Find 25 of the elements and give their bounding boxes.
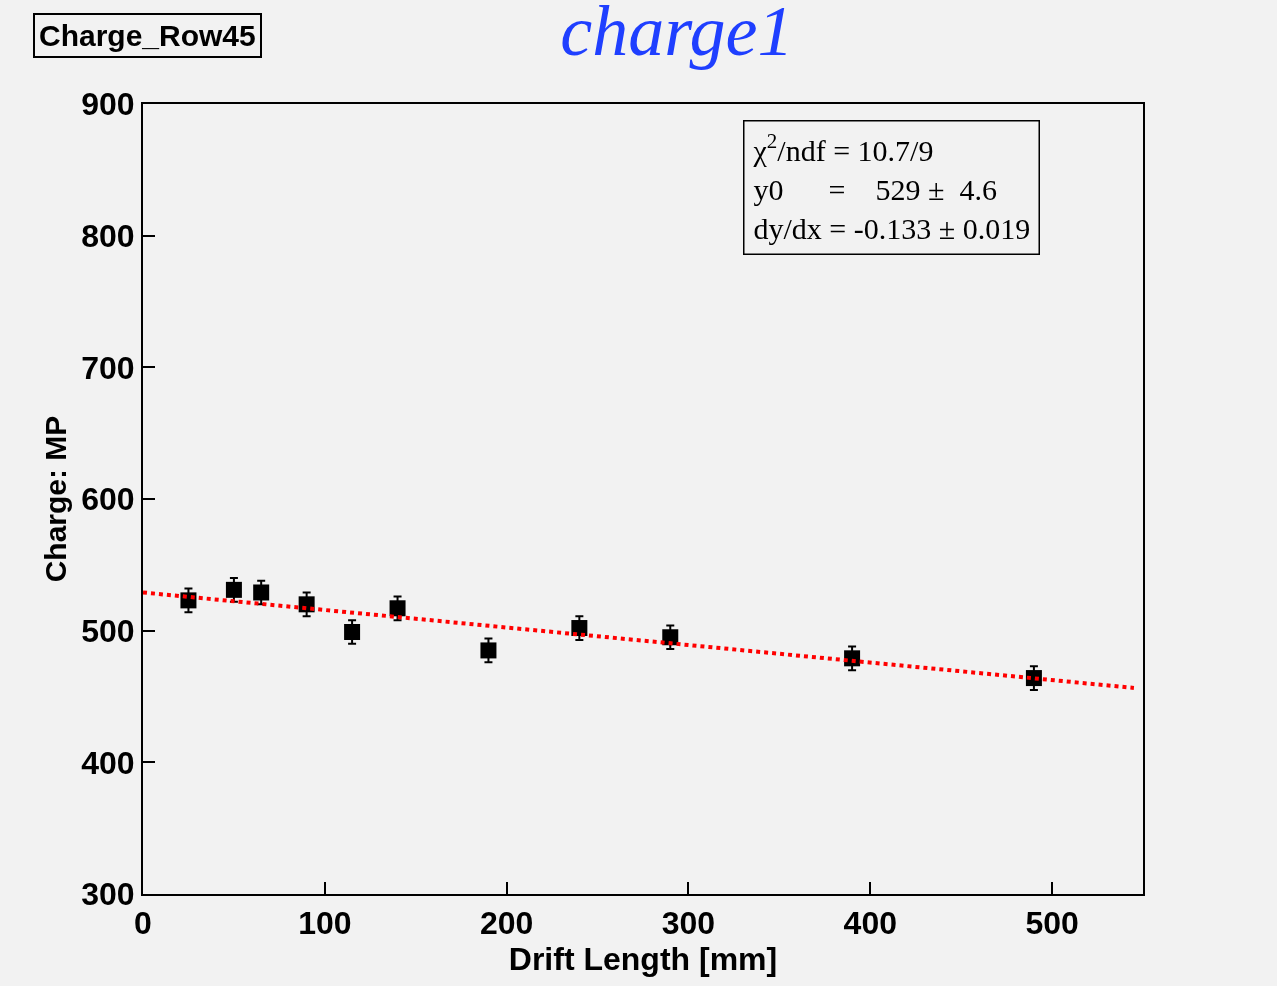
x-tick-label: 100 [298, 905, 352, 942]
x-tick-label: 400 [843, 905, 897, 942]
y-tick-label: 800 [81, 217, 135, 254]
y-tick-label: 500 [81, 612, 135, 649]
point [480, 642, 497, 659]
x-axis-title: Drift Length [mm] [508, 941, 778, 978]
point [344, 623, 361, 640]
y-tick-label: 300 [81, 876, 135, 913]
chart-title: charge1 [560, 0, 794, 72]
x-tick-label: 200 [479, 905, 534, 942]
x-tick-label: 300 [661, 905, 716, 942]
point [253, 584, 270, 601]
y-tick-label: 600 [81, 481, 135, 518]
y-tick-label: 400 [81, 744, 135, 781]
y-tick-label: 900 [81, 86, 135, 123]
chart-subtitle: Charge_Row45 [39, 19, 256, 52]
point [389, 600, 406, 617]
annotation: y0 = 529 ± 4.6 [753, 173, 997, 207]
y-tick-label: 700 [81, 349, 135, 386]
annotation: dy/dx = -0.133 ± 0.019 [753, 212, 1031, 246]
point [225, 581, 242, 598]
y-axis-title: Charge: MP [38, 415, 72, 583]
x-tick-label: 500 [1025, 905, 1079, 942]
x-tick-label: 0 [134, 905, 152, 942]
annotation: χ$^{2}$/ndf = 10.7/9 [752, 129, 934, 168]
